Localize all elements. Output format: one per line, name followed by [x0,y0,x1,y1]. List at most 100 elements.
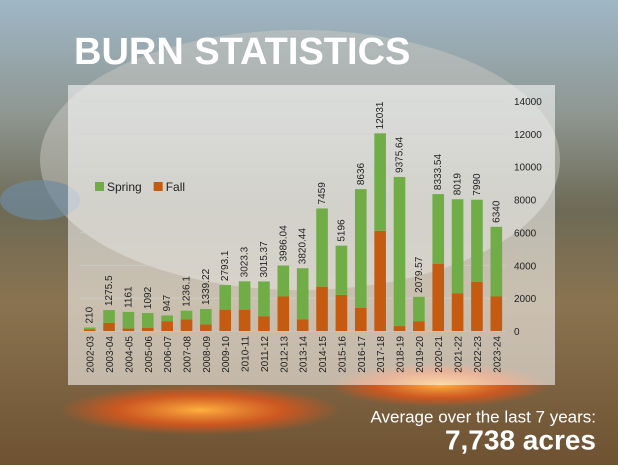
x-tick-label: 2007-08 [183,336,194,373]
x-tick-label: 2018-19 [396,336,407,373]
x-tick-label: 2014-15 [318,336,329,373]
total-label: 7459 [317,182,328,205]
bar-segment [278,297,290,332]
bar-segment [142,328,154,331]
x-tick-label: 2005-06 [144,336,155,373]
bar-segment [374,231,386,331]
total-label: 3023.3 [240,246,251,277]
total-label: 8019 [453,173,464,196]
total-label: 5196 [336,219,347,242]
bar-segment [142,313,154,328]
total-label: 3015.37 [259,241,270,278]
bar-segment [297,320,309,332]
x-tick-label: 2012-13 [279,336,290,373]
x-tick-label: 2013-14 [299,336,310,373]
total-label: 6340 [491,200,502,223]
bar-segment [491,227,503,297]
bar-segment [336,295,348,331]
annotation-value: 7,738 acres [445,424,596,455]
chart: BURN STATISTICS Average over the last 7 … [0,0,618,465]
total-label: 3820.44 [298,228,309,265]
x-tick-label: 2003-04 [105,336,116,373]
bar-segment [181,311,193,320]
chart-title: BURN STATISTICS [74,31,410,73]
bar-segment [161,321,173,331]
bar-segment [200,309,212,324]
total-label: 12031 [375,101,386,129]
x-tick-label: 2021-22 [454,336,465,373]
total-label: 7990 [472,173,483,196]
bar-segment [413,321,425,331]
y-tick-label: 8000 [514,196,537,207]
total-label: 1092 [143,286,154,309]
bar-segment [181,320,193,332]
total-label: 9375.64 [395,136,406,173]
legend-label: Fall [166,180,185,194]
y-tick-label: 6000 [514,228,537,239]
y-tick-label: 0 [514,327,520,338]
legend-swatch [154,182,163,191]
bar-segment [103,310,115,323]
bar-segment [374,133,386,230]
y-tick-label: 10000 [514,163,542,174]
fire [60,385,340,435]
bar-segment [394,326,406,331]
x-tick-label: 2011-12 [260,336,271,372]
bar-segment [432,264,444,331]
total-label: 1275.5 [104,275,115,306]
total-label: 2793.1 [220,250,231,281]
y-tick-label: 14000 [514,97,542,108]
bar-segment [239,310,251,331]
x-tick-label: 2017-18 [376,336,387,373]
bar-segment [239,281,251,309]
total-label: 1339.22 [201,268,212,305]
x-tick-label: 2016-17 [357,336,368,373]
y-tick-label: 2000 [514,294,537,305]
bar-segment [258,316,270,331]
bar-segment [161,315,173,321]
bar-segment [258,281,270,316]
bar-segment [471,200,483,282]
x-tick-label: 2008-09 [202,336,213,373]
x-tick-label: 2015-16 [337,336,348,373]
total-label: 1161 [123,286,134,308]
total-label: 2079.57 [414,256,425,293]
total-label: 210 [85,306,96,323]
total-label: 8636 [356,162,367,185]
bar-segment [316,287,328,331]
x-tick-label: 2020-21 [434,336,445,373]
bar-segment [452,199,464,293]
y-tick-label: 4000 [514,261,537,272]
bar-segment [336,246,348,295]
bar-segment [297,268,309,319]
bar-segment [84,329,96,331]
total-label: 8333.54 [433,154,444,191]
x-tick-label: 2009-10 [221,336,232,373]
x-tick-label: 2006-07 [163,336,174,373]
y-tick-label: 12000 [514,130,542,141]
legend-swatch [95,182,104,191]
bar-segment [123,329,135,331]
legend-label: Spring [107,180,142,194]
bar-segment [413,297,425,321]
bar-segment [219,285,231,310]
x-tick-label: 2002-03 [86,336,97,373]
x-tick-label: 2010-11 [241,336,252,372]
x-tick-label: 2004-05 [124,336,135,373]
total-label: 1236.1 [182,276,193,307]
bar-segment [394,177,406,326]
bar-segment [84,328,96,330]
total-label: 947 [162,294,173,311]
x-tick-label: 2023-24 [492,336,503,373]
x-tick-label: 2019-20 [415,336,426,373]
bar-segment [316,208,328,286]
bar-segment [355,308,367,331]
bar-segment [432,194,444,264]
bar-segment [103,323,115,331]
bar-segment [219,310,231,331]
bar-segment [471,282,483,331]
bar-segment [278,266,290,297]
bar-segment [200,324,212,331]
total-label: 3986.04 [278,225,289,262]
bar-segment [491,297,503,332]
